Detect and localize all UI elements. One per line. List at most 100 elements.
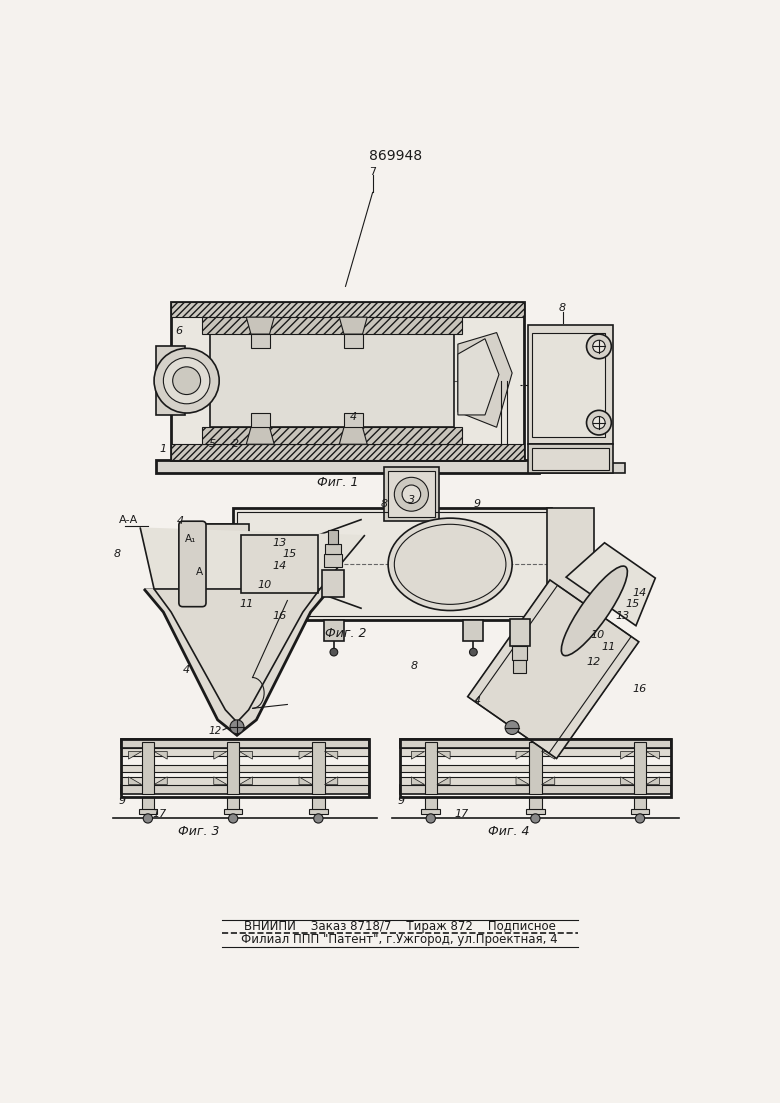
Circle shape (230, 720, 244, 733)
Bar (325, 544, 341, 554)
Text: 4: 4 (349, 413, 356, 422)
Polygon shape (566, 543, 655, 625)
Text: А-А: А-А (119, 515, 138, 525)
Polygon shape (154, 751, 167, 759)
Text: 15: 15 (625, 599, 640, 609)
Text: 9: 9 (473, 500, 480, 510)
Bar (210, 334, 454, 427)
Bar (202, 427, 462, 445)
Text: 12: 12 (587, 657, 601, 667)
Circle shape (505, 720, 519, 735)
Circle shape (402, 485, 420, 503)
Text: 16: 16 (272, 611, 287, 621)
Polygon shape (299, 751, 312, 759)
Text: 9: 9 (119, 795, 126, 805)
Bar (312, 796, 324, 811)
Text: 5: 5 (208, 439, 216, 449)
Polygon shape (239, 751, 253, 759)
Circle shape (330, 649, 338, 656)
Bar (631, 810, 649, 814)
Circle shape (636, 814, 644, 823)
Bar (527, 445, 613, 473)
Circle shape (314, 814, 323, 823)
Polygon shape (339, 318, 367, 334)
Bar (399, 739, 671, 796)
Text: Фиг. 4: Фиг. 4 (488, 825, 529, 838)
Bar (251, 334, 270, 347)
Text: 4: 4 (473, 696, 480, 706)
Text: ВНИИПИ    Заказ 8718/7    Тираж 872    Подписное: ВНИИПИ Заказ 8718/7 Тираж 872 Подписное (244, 920, 555, 933)
Text: 4: 4 (177, 516, 184, 526)
Polygon shape (140, 527, 365, 589)
Circle shape (229, 814, 238, 823)
Bar (399, 777, 671, 784)
Bar (237, 512, 547, 615)
Bar (202, 318, 462, 334)
Text: 12: 12 (209, 727, 222, 737)
Text: 8: 8 (559, 303, 566, 313)
Polygon shape (549, 636, 639, 759)
Bar (399, 739, 671, 748)
Polygon shape (516, 777, 529, 784)
Polygon shape (541, 777, 555, 784)
Bar (156, 346, 185, 416)
Circle shape (154, 349, 219, 413)
Bar (121, 777, 369, 784)
Ellipse shape (388, 518, 512, 611)
Polygon shape (468, 580, 639, 759)
Bar (634, 796, 646, 811)
Text: 11: 11 (239, 599, 254, 609)
Polygon shape (411, 751, 424, 759)
Polygon shape (214, 777, 227, 784)
Bar (510, 620, 530, 646)
Bar (121, 748, 369, 756)
Text: 17: 17 (455, 808, 469, 818)
Bar (547, 508, 594, 620)
Bar (385, 468, 438, 522)
Bar (388, 471, 434, 517)
Bar (142, 742, 154, 794)
Text: 2: 2 (232, 439, 239, 449)
Polygon shape (646, 751, 659, 759)
Circle shape (587, 334, 612, 358)
Bar (512, 646, 527, 661)
Circle shape (144, 814, 153, 823)
Text: A₁: A₁ (185, 534, 197, 544)
Polygon shape (214, 751, 227, 759)
Text: Фиг. 1: Фиг. 1 (317, 476, 359, 490)
Bar (251, 414, 270, 427)
Bar (324, 554, 342, 567)
Polygon shape (324, 777, 338, 784)
Polygon shape (458, 333, 512, 427)
Text: 14: 14 (272, 560, 287, 571)
Polygon shape (324, 751, 338, 759)
Polygon shape (246, 318, 275, 334)
Bar (171, 445, 523, 460)
Circle shape (593, 340, 605, 353)
Bar (227, 796, 239, 811)
Text: 8: 8 (410, 661, 417, 671)
Bar (513, 661, 526, 673)
Bar (344, 334, 363, 347)
Bar (539, 462, 625, 473)
Polygon shape (144, 589, 330, 736)
Bar (526, 810, 544, 814)
Polygon shape (437, 751, 450, 759)
Bar (121, 764, 369, 772)
Text: 17: 17 (152, 808, 167, 818)
Bar (156, 460, 539, 473)
Text: 3: 3 (408, 495, 415, 505)
Circle shape (470, 649, 477, 656)
Circle shape (163, 357, 210, 404)
Bar (121, 784, 369, 794)
Text: 869948: 869948 (369, 149, 423, 163)
Bar (344, 414, 363, 427)
Bar (142, 796, 154, 811)
Text: 8: 8 (113, 549, 120, 559)
Bar (186, 524, 249, 604)
Bar (399, 748, 671, 756)
Bar (312, 742, 324, 794)
Bar (531, 333, 605, 437)
Bar (171, 302, 523, 460)
Polygon shape (458, 339, 499, 415)
